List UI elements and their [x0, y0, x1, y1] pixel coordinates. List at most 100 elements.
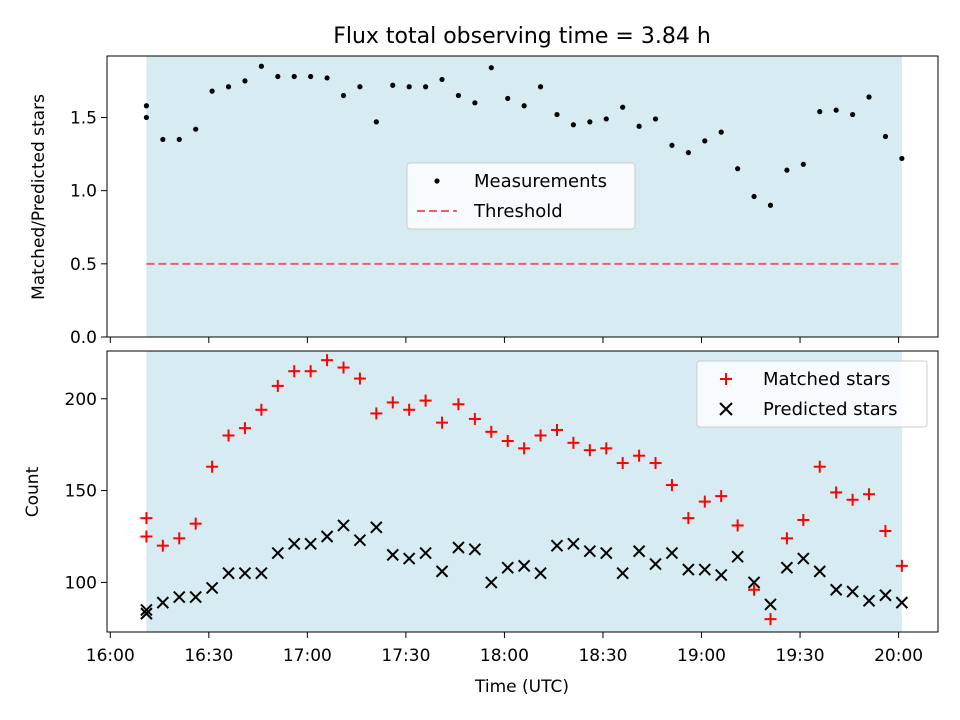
predicted-star-point: [288, 537, 301, 551]
measurement-point: [521, 103, 527, 109]
marker-stroke: [583, 544, 597, 558]
measurement-point: [242, 78, 248, 84]
matched-star-point: [534, 429, 547, 442]
measurement-point: [373, 119, 379, 125]
measurement-point: [455, 92, 462, 99]
matched-star-point: [255, 403, 268, 416]
marker-stroke: [649, 557, 662, 571]
matched-star-point: [715, 490, 728, 503]
predicted-star-point: [829, 583, 843, 596]
predicted-star-point: [353, 533, 367, 547]
matched-star-point: [288, 365, 301, 378]
predicted-star-point: [682, 563, 695, 576]
y-tick-label: 1.0: [70, 182, 97, 202]
marker-stroke: [140, 603, 153, 617]
marker-stroke: [879, 589, 892, 602]
x-tick-label: 17:00: [283, 646, 332, 666]
predicted-star-point: [140, 603, 153, 617]
measurement-point: [718, 129, 724, 135]
measurement-point: [225, 84, 232, 90]
predicted-star-point: [173, 590, 186, 604]
measurement-point: [357, 84, 363, 90]
predicted-star-point: [879, 589, 892, 602]
matched-star-point: [222, 429, 235, 442]
marker-stroke: [386, 548, 399, 562]
legend-box: [696, 360, 928, 428]
y-tick-label: 200: [65, 390, 97, 410]
matched-star-point: [485, 425, 498, 438]
matched-star-point: [863, 488, 876, 501]
predicted-star-point: [731, 550, 744, 563]
measurement-point: [833, 107, 839, 113]
x-tick-label: 16:00: [86, 646, 135, 666]
ratio-panel: Flux total observing time = 3.84 h 0.0 0.…: [29, 24, 939, 348]
marker-stroke: [402, 552, 416, 565]
y-tick-label: 0.0: [70, 328, 97, 348]
marker-stroke: [370, 521, 383, 534]
matched-star-point: [173, 532, 186, 545]
measurement-point: [702, 138, 708, 144]
measurement-point: [340, 92, 347, 99]
x-tick-label: 18:00: [480, 646, 529, 666]
x-axis-label: Time (UTC): [474, 677, 569, 697]
predicted-star-point: [846, 585, 859, 598]
y-axis-label: Count: [23, 466, 43, 517]
marker-stroke: [304, 537, 317, 551]
predicted-star-point: [468, 543, 482, 556]
matched-star-point: [895, 559, 908, 572]
marker-stroke: [715, 568, 728, 582]
predicted-star-point: [862, 594, 876, 607]
predicted-star-point: [813, 565, 826, 578]
predicted-star-point: [189, 590, 202, 604]
marker-stroke: [353, 533, 367, 547]
marker-stroke: [337, 519, 350, 532]
matched-star-point: [567, 436, 580, 449]
measurement-point: [160, 136, 166, 143]
matched-star-point: [206, 460, 219, 473]
measurement-point: [587, 119, 593, 125]
measurement-point: [636, 123, 642, 129]
marker-stroke: [632, 544, 646, 558]
matched-star-point: [813, 460, 826, 473]
predicted-star-point: [517, 559, 531, 573]
measurement-point: [685, 149, 691, 156]
marker-stroke: [665, 546, 679, 560]
legend-matched-label: Matched stars: [763, 369, 890, 390]
matched-star-point: [682, 512, 695, 525]
legend-threshold-label: Threshold: [473, 201, 563, 222]
marker-stroke: [255, 567, 268, 580]
measurement-point: [620, 104, 626, 110]
x-tick-label: 19:30: [776, 646, 825, 666]
predicted-star-point: [485, 576, 498, 589]
marker-stroke: [468, 543, 482, 556]
matched-star-point: [419, 394, 432, 407]
marker-stroke: [271, 546, 285, 560]
marker-stroke: [435, 565, 449, 578]
matched-star-point: [649, 457, 662, 470]
predicted-star-point: [320, 530, 334, 543]
marker-stroke: [846, 585, 859, 598]
predicted-star-point: [435, 565, 449, 578]
marker-stroke: [452, 541, 465, 554]
marker-stroke: [288, 537, 301, 551]
measurement-point: [767, 202, 774, 208]
x-tick-label: 17:30: [381, 646, 430, 666]
matched-star-point: [140, 512, 153, 525]
measurement-point: [751, 193, 757, 200]
count-panel: 100 150 200 16:00 16:30 17:00 17:30 18:00 18:30 1…: [23, 350, 939, 697]
matched-star-point: [600, 442, 613, 455]
measurement-point: [505, 95, 511, 102]
marker-stroke: [156, 596, 170, 609]
predicted-star-point: [271, 546, 285, 560]
measurement-point: [735, 166, 741, 172]
measurement-point: [275, 73, 281, 80]
y-tick-label: 150: [65, 482, 97, 502]
marker-stroke: [764, 598, 777, 611]
predicted-star-point: [567, 537, 580, 551]
measurement-point: [669, 142, 675, 148]
measurement-point: [143, 103, 150, 109]
predicted-star-point: [156, 596, 170, 609]
measurement-point: [209, 88, 215, 94]
marker-stroke: [600, 546, 613, 560]
predicted-star-point: [386, 548, 399, 562]
